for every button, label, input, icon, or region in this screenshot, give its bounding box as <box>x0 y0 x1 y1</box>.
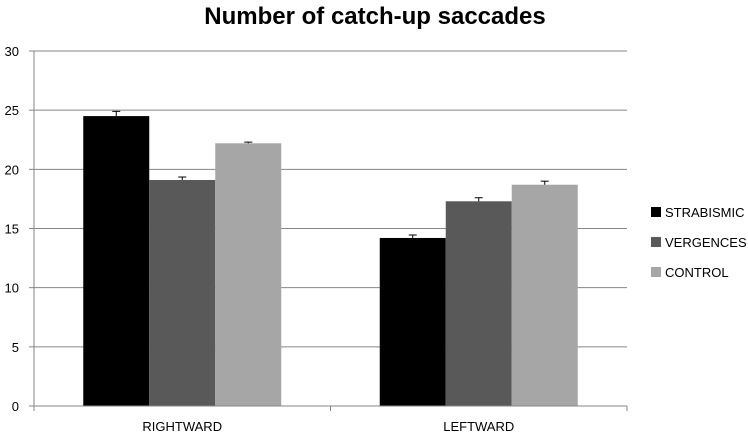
legend: STRABISMIC VERGENCES CONTROL <box>651 205 747 280</box>
bars <box>83 110 578 407</box>
bar-strabismic-leftward <box>379 237 446 406</box>
y-tick-label: 25 <box>5 103 19 118</box>
legend-label-control: CONTROL <box>665 265 729 280</box>
y-tick-label: 10 <box>5 281 19 296</box>
legend-swatch-control <box>651 267 661 277</box>
bar-vergences-leftward <box>445 201 512 406</box>
x-tick-label: RIGHTWARD <box>142 419 222 434</box>
legend-label-strabismic: STRABISMIC <box>665 205 744 220</box>
y-tick-label: 0 <box>12 399 19 414</box>
bar-control-rightward <box>215 143 282 407</box>
y-axis-ticks: 0 5 10 15 20 25 30 <box>5 44 19 414</box>
y-tick-label: 15 <box>5 222 19 237</box>
axes <box>33 51 628 411</box>
x-axis-ticks: RIGHTWARD LEFTWARD <box>142 419 514 434</box>
bar-strabismic-rightward <box>83 116 150 406</box>
bar-vergences-rightward <box>149 179 216 406</box>
y-tick-label: 30 <box>5 44 19 59</box>
y-tick-label: 5 <box>12 340 19 355</box>
bar-control-leftward <box>511 184 578 406</box>
legend-swatch-strabismic <box>651 207 661 217</box>
chart-title: Number of catch-up saccades <box>204 3 545 30</box>
legend-swatch-vergences <box>651 237 661 247</box>
legend-label-vergences: VERGENCES <box>665 235 747 250</box>
x-tick-label: LEFTWARD <box>443 419 514 434</box>
y-tick-label: 20 <box>5 162 19 177</box>
